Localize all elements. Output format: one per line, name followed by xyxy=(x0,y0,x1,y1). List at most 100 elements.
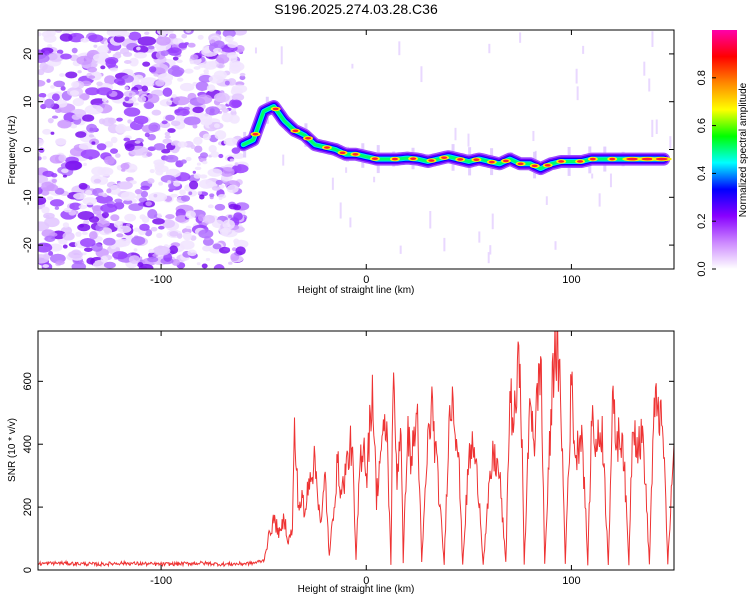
noise-blob xyxy=(83,162,87,167)
noise-blob xyxy=(155,36,171,46)
spectrogram-ridge xyxy=(236,96,672,179)
colorbar-tick-label: 0.0 xyxy=(696,261,708,276)
noise-streak xyxy=(420,66,423,83)
noise-blob xyxy=(227,41,239,48)
noise-blob xyxy=(98,51,108,59)
noise-blob xyxy=(128,31,142,41)
noise-blob xyxy=(161,120,168,125)
noise-blob xyxy=(102,117,114,127)
noise-blob xyxy=(43,212,55,219)
noise-blob xyxy=(48,243,63,252)
snr-y-axis-title: SNR (10 * v/v) xyxy=(7,418,18,482)
noise-blob xyxy=(175,215,187,223)
noise-blob xyxy=(54,187,65,195)
snr-x-tick-label: 0 xyxy=(363,575,369,587)
noise-streak xyxy=(576,86,579,101)
noise-blob xyxy=(144,229,153,237)
noise-blob xyxy=(55,138,67,146)
noise-blob xyxy=(88,231,98,240)
noise-blob xyxy=(78,182,88,190)
noise-blob xyxy=(92,205,103,216)
noise-streak xyxy=(443,237,446,252)
noise-blob xyxy=(110,136,118,144)
noise-streak xyxy=(373,176,376,183)
noise-blob xyxy=(80,149,100,160)
noise-blob xyxy=(153,159,166,166)
ridge-hotspot-core xyxy=(641,157,654,161)
noise-blob xyxy=(84,104,104,115)
noise-blob xyxy=(148,192,168,202)
noise-streak xyxy=(280,46,283,65)
noise-blob xyxy=(48,251,54,256)
noise-blob xyxy=(62,231,75,241)
noise-blob xyxy=(123,107,141,117)
noise-blob xyxy=(117,225,132,234)
noise-blob xyxy=(51,230,66,240)
noise-blob xyxy=(41,229,56,238)
noise-blob xyxy=(124,213,137,222)
ridge-hotspot-core xyxy=(609,157,616,161)
noise-blob xyxy=(55,30,63,33)
noise-blob xyxy=(208,144,217,153)
noise-blob xyxy=(139,223,150,231)
noise-blob xyxy=(214,203,226,211)
noise-blob xyxy=(149,169,155,174)
noise-blob xyxy=(68,250,83,259)
noise-blob xyxy=(96,87,113,96)
noise-streak xyxy=(351,63,354,69)
noise-blob xyxy=(179,82,195,92)
noise-blob xyxy=(169,245,179,255)
noise-blob xyxy=(181,195,191,202)
noise-blob xyxy=(57,119,72,129)
noise-blob xyxy=(148,66,157,73)
noise-blob xyxy=(113,34,125,43)
noise-blob xyxy=(172,56,179,61)
noise-blob xyxy=(179,189,186,196)
noise-blob xyxy=(156,232,163,239)
noise-blob xyxy=(62,244,68,249)
snr-y-tick-label: 400 xyxy=(22,435,34,453)
noise-blob xyxy=(187,249,197,257)
noise-blob xyxy=(78,204,88,210)
colorbar: 0.0 0.2 0.4 0.6 0.8 Normalized spectral ampl… xyxy=(696,30,749,277)
colorbar-tick-label: 0.4 xyxy=(696,166,708,181)
noise-blob xyxy=(133,248,138,252)
noise-blob xyxy=(116,181,133,190)
noise-blob xyxy=(164,154,179,163)
ridge-hotspot-core xyxy=(352,152,359,156)
noise-streak xyxy=(591,173,594,179)
noise-blob xyxy=(199,194,205,200)
noise-blob xyxy=(162,138,172,144)
noise-blob xyxy=(154,165,169,173)
noise-blob xyxy=(192,170,197,174)
noise-blob xyxy=(188,191,193,196)
colorbar-tick-label: 0.6 xyxy=(696,118,708,133)
noise-blob xyxy=(115,123,127,134)
noise-blob xyxy=(38,79,46,87)
noise-blob xyxy=(114,198,123,203)
noise-blob xyxy=(82,114,95,122)
noise-blob xyxy=(196,162,201,166)
noise-streak xyxy=(478,231,481,243)
noise-streak xyxy=(345,167,348,173)
noise-blob xyxy=(38,92,47,98)
noise-blob xyxy=(88,216,100,223)
noise-blob xyxy=(47,44,53,48)
noise-streak xyxy=(488,43,491,54)
ridge-hotspot-core xyxy=(305,136,312,140)
noise-blob xyxy=(201,263,208,269)
noise-blob xyxy=(226,184,239,194)
spectrogram-x-tick-label: -100 xyxy=(150,274,172,286)
noise-streak xyxy=(669,136,672,149)
noise-blob xyxy=(91,243,103,252)
spectrogram-y-tick-label: -10 xyxy=(22,189,34,205)
noise-blob xyxy=(174,109,181,113)
noise-blob xyxy=(152,245,171,256)
noise-blob xyxy=(101,97,108,103)
noise-blob xyxy=(152,218,165,225)
noise-streak xyxy=(609,173,612,188)
noise-blob xyxy=(61,168,69,173)
ridge-hotspot-core xyxy=(323,146,330,149)
noise-blob xyxy=(235,246,246,255)
